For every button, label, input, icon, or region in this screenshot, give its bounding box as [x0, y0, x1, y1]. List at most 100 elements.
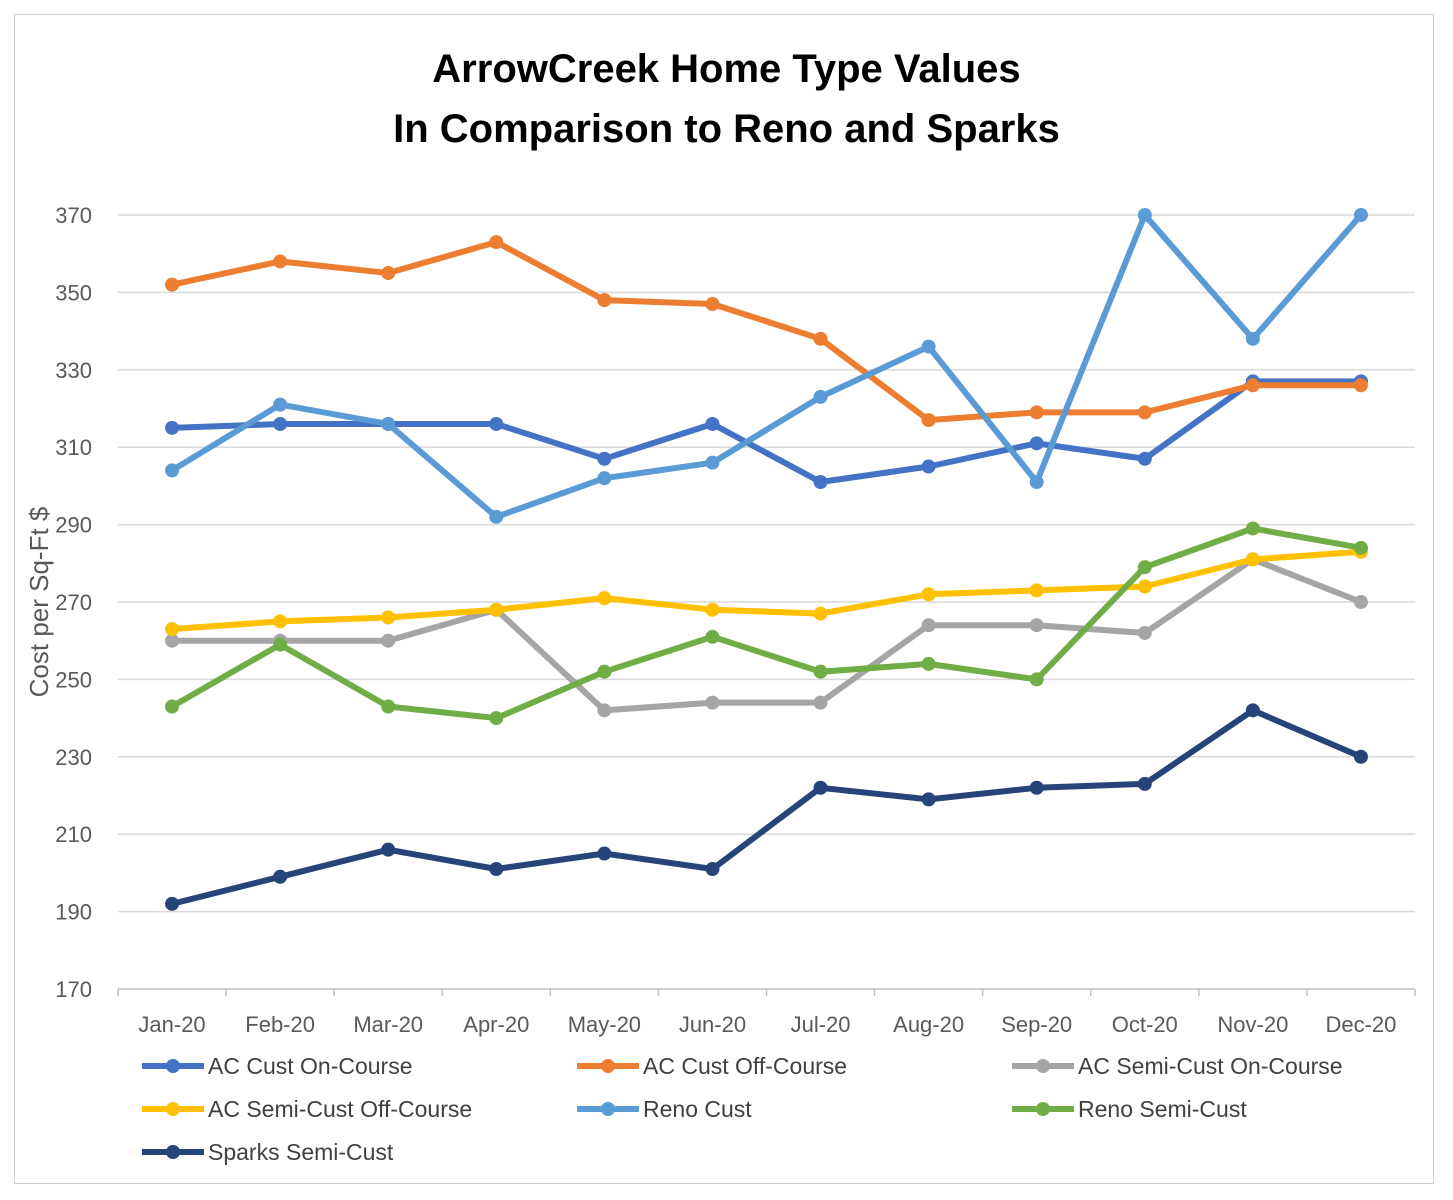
data-point — [813, 780, 828, 795]
data-point — [273, 869, 288, 884]
data-point — [705, 297, 720, 312]
series-line — [169, 548, 1364, 633]
x-tick-label: Nov-20 — [1217, 1012, 1288, 1037]
data-point — [813, 389, 828, 404]
data-point — [273, 397, 288, 412]
data-point — [1245, 703, 1260, 718]
x-tick-label: Jun-20 — [679, 1012, 746, 1037]
x-tick-label: Apr-20 — [463, 1012, 529, 1037]
x-tick-label: Mar-20 — [353, 1012, 423, 1037]
data-point — [489, 711, 504, 726]
y-tick-label: 330 — [55, 358, 92, 383]
data-point — [705, 416, 720, 431]
y-tick-label: 170 — [55, 977, 92, 1002]
data-point — [1029, 583, 1044, 598]
legend-label: AC Semi-Cust Off-Course — [208, 1096, 472, 1122]
data-point — [165, 622, 180, 637]
x-tick-label: Dec-20 — [1325, 1012, 1396, 1037]
data-point — [1137, 208, 1152, 222]
legend-item: Reno Cust — [577, 1096, 752, 1122]
series-reno-semi-cust — [165, 521, 1368, 726]
series-line — [169, 239, 1364, 424]
y-tick-label: 230 — [55, 745, 92, 770]
data-point — [381, 842, 396, 857]
data-point — [705, 629, 720, 644]
y-axis-ticks: 170 190 210 230 250 270 290 310 330 350 370 — [55, 203, 92, 1002]
data-point — [1029, 405, 1044, 420]
data-point — [381, 633, 396, 648]
data-point — [1137, 451, 1152, 466]
x-tick-label: Feb-20 — [245, 1012, 315, 1037]
data-point — [1137, 625, 1152, 640]
series-line — [169, 212, 1364, 520]
legend-label: AC Semi-Cust On-Course — [1078, 1053, 1343, 1079]
legend-label: Reno Semi-Cust — [1078, 1096, 1247, 1122]
data-point — [1353, 749, 1368, 764]
series-ac-cust-off-course — [165, 235, 1368, 428]
data-point — [1353, 595, 1368, 609]
legend-item: Sparks Semi-Cust — [142, 1139, 394, 1165]
data-point — [597, 451, 612, 466]
data-point — [921, 656, 936, 671]
legend-label: Sparks Semi-Cust — [208, 1139, 394, 1165]
legend-swatch-marker — [1036, 1102, 1050, 1116]
x-tick-label: Jan-20 — [138, 1012, 205, 1037]
data-point — [813, 664, 828, 679]
data-point — [597, 703, 612, 718]
data-point — [813, 695, 828, 710]
data-point — [165, 699, 180, 714]
data-point — [1029, 475, 1044, 490]
data-point — [1029, 436, 1044, 451]
x-tick-label: Jul-20 — [791, 1012, 851, 1037]
data-point — [813, 475, 828, 490]
data-point — [381, 610, 396, 625]
data-point — [921, 618, 936, 633]
legend-label: Reno Cust — [643, 1096, 752, 1122]
legend-item: AC Semi-Cust Off-Course — [142, 1096, 472, 1122]
data-point — [273, 614, 288, 629]
data-point — [597, 591, 612, 606]
data-point — [1245, 552, 1260, 567]
data-point — [1029, 618, 1044, 633]
data-point — [1245, 331, 1260, 346]
data-point — [381, 266, 396, 281]
data-point — [921, 339, 936, 354]
x-axis-ticks: Jan-20 Feb-20 Mar-20 Apr-20 May-20 Jun-20 Jul-… — [138, 1012, 1396, 1037]
data-point — [705, 602, 720, 617]
data-point — [921, 413, 936, 428]
gridlines — [118, 214, 1415, 913]
y-tick-label: 310 — [55, 435, 92, 460]
y-tick-label: 210 — [55, 822, 92, 847]
legend-swatch-marker — [1036, 1059, 1050, 1073]
legend-swatch-marker — [166, 1059, 180, 1073]
chart-title-line-2: In Comparison to Reno and Sparks — [393, 107, 1060, 151]
data-point — [165, 277, 180, 292]
data-point — [597, 293, 612, 308]
data-point — [165, 463, 180, 478]
data-point — [1137, 776, 1152, 791]
data-point — [165, 896, 180, 911]
data-point — [273, 637, 288, 652]
data-point — [489, 602, 504, 617]
data-point — [273, 416, 288, 431]
series-sparks-semi-cust — [165, 703, 1368, 911]
data-point — [813, 331, 828, 346]
data-point — [381, 416, 396, 431]
y-tick-label: 350 — [55, 280, 92, 305]
legend: AC Cust On-Course AC Cust Off-Course AC Se… — [142, 1053, 1343, 1165]
series-lines — [165, 208, 1368, 911]
y-tick-label: 370 — [55, 203, 92, 228]
data-point — [489, 862, 504, 877]
legend-swatch-marker — [166, 1145, 180, 1159]
x-tick-label: Oct-20 — [1112, 1012, 1178, 1037]
y-tick-label: 290 — [55, 513, 92, 538]
data-point — [1353, 540, 1368, 555]
data-point — [1245, 521, 1260, 536]
data-point — [1137, 560, 1152, 575]
data-point — [705, 695, 720, 710]
y-tick-label: 250 — [55, 667, 92, 692]
data-point — [165, 633, 180, 648]
legend-item: AC Semi-Cust On-Course — [1012, 1053, 1343, 1079]
data-point — [489, 416, 504, 431]
